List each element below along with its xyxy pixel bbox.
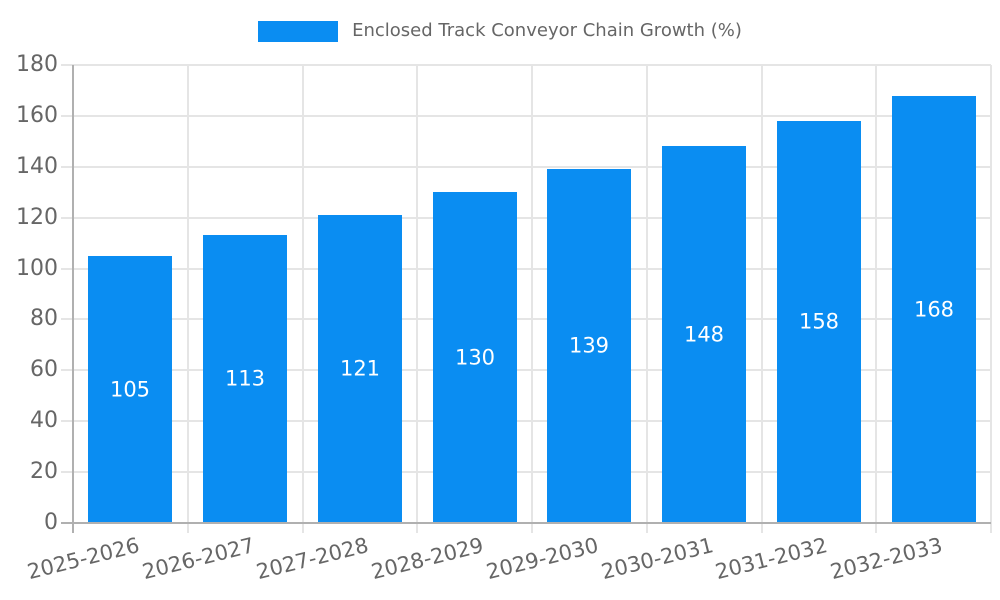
bar-value-label: 158	[798, 309, 840, 334]
bar-2027-2028[interactable]: 121	[318, 215, 402, 523]
bar-value-label: 113	[224, 366, 266, 391]
bar-value-label: 148	[683, 322, 725, 346]
bar-2032-2033[interactable]: 168	[892, 96, 976, 523]
v-gridline	[761, 65, 763, 533]
bar-2026-2027[interactable]: 113	[203, 235, 287, 523]
y-axis-labels: 0 20 40 60 80 100 120 140 160 180	[0, 0, 58, 600]
y-tick-label: 20	[30, 459, 58, 485]
bar-2025-2026[interactable]: 105	[88, 256, 172, 523]
h-gridline	[61, 420, 991, 423]
legend-swatch	[258, 20, 339, 42]
h-gridline	[61, 369, 991, 372]
x-tick-label: 2028-2029	[369, 533, 486, 585]
y-tick-label: 0	[44, 510, 58, 535]
y-axis-line	[72, 65, 74, 533]
bar-value-label: 139	[568, 333, 610, 358]
v-gridline	[302, 65, 304, 533]
v-gridline	[531, 65, 533, 533]
x-tick-label: 2031-2032	[713, 533, 831, 585]
bar-2029-2030[interactable]: 139	[547, 169, 631, 523]
y-tick-label: 80	[30, 306, 58, 332]
y-tick-label: 100	[16, 255, 58, 281]
y-tick-label: 160	[16, 102, 58, 128]
h-gridline	[61, 64, 991, 66]
x-tick-label: 2027-2028	[254, 533, 372, 585]
h-gridline	[61, 114, 991, 117]
y-tick-label: 40	[30, 408, 58, 434]
y-tick-label: 140	[16, 153, 58, 179]
bar-2030-2031[interactable]: 148	[662, 146, 746, 523]
x-tick-label: 2030-2031	[598, 533, 716, 585]
x-axis-line	[61, 522, 991, 524]
x-tick-label: 2032-2033	[828, 533, 945, 585]
y-tick-label: 120	[16, 204, 58, 230]
v-gridline	[416, 65, 418, 533]
x-tick-label: 2029-2030	[483, 533, 601, 585]
h-gridline	[61, 165, 991, 168]
bar-value-label: 105	[109, 377, 151, 401]
v-gridline	[990, 65, 992, 533]
h-gridline	[61, 318, 991, 321]
bar-2028-2029[interactable]: 130	[433, 192, 517, 523]
bar-value-label: 130	[454, 345, 496, 369]
chart-legend[interactable]: Enclosed Track Conveyor Chain Growth (%)	[0, 17, 1000, 45]
v-gridline	[187, 65, 189, 533]
h-gridline	[61, 471, 991, 474]
x-tick-label: 2026-2027	[139, 533, 257, 585]
y-tick-label: 180	[16, 52, 58, 77]
bar-value-label: 121	[339, 356, 381, 381]
legend-label: Enclosed Track Conveyor Chain Growth (%)	[352, 20, 742, 41]
bar-2031-2032[interactable]: 158	[777, 121, 861, 523]
plot-area: 105 113 121 130 139 148 158 168	[61, 64, 992, 533]
h-gridline	[61, 267, 991, 270]
v-gridline	[875, 65, 877, 533]
bar-value-label: 168	[913, 297, 955, 321]
y-tick-label: 60	[30, 357, 58, 383]
v-gridline	[646, 65, 648, 533]
h-gridline	[61, 216, 991, 219]
